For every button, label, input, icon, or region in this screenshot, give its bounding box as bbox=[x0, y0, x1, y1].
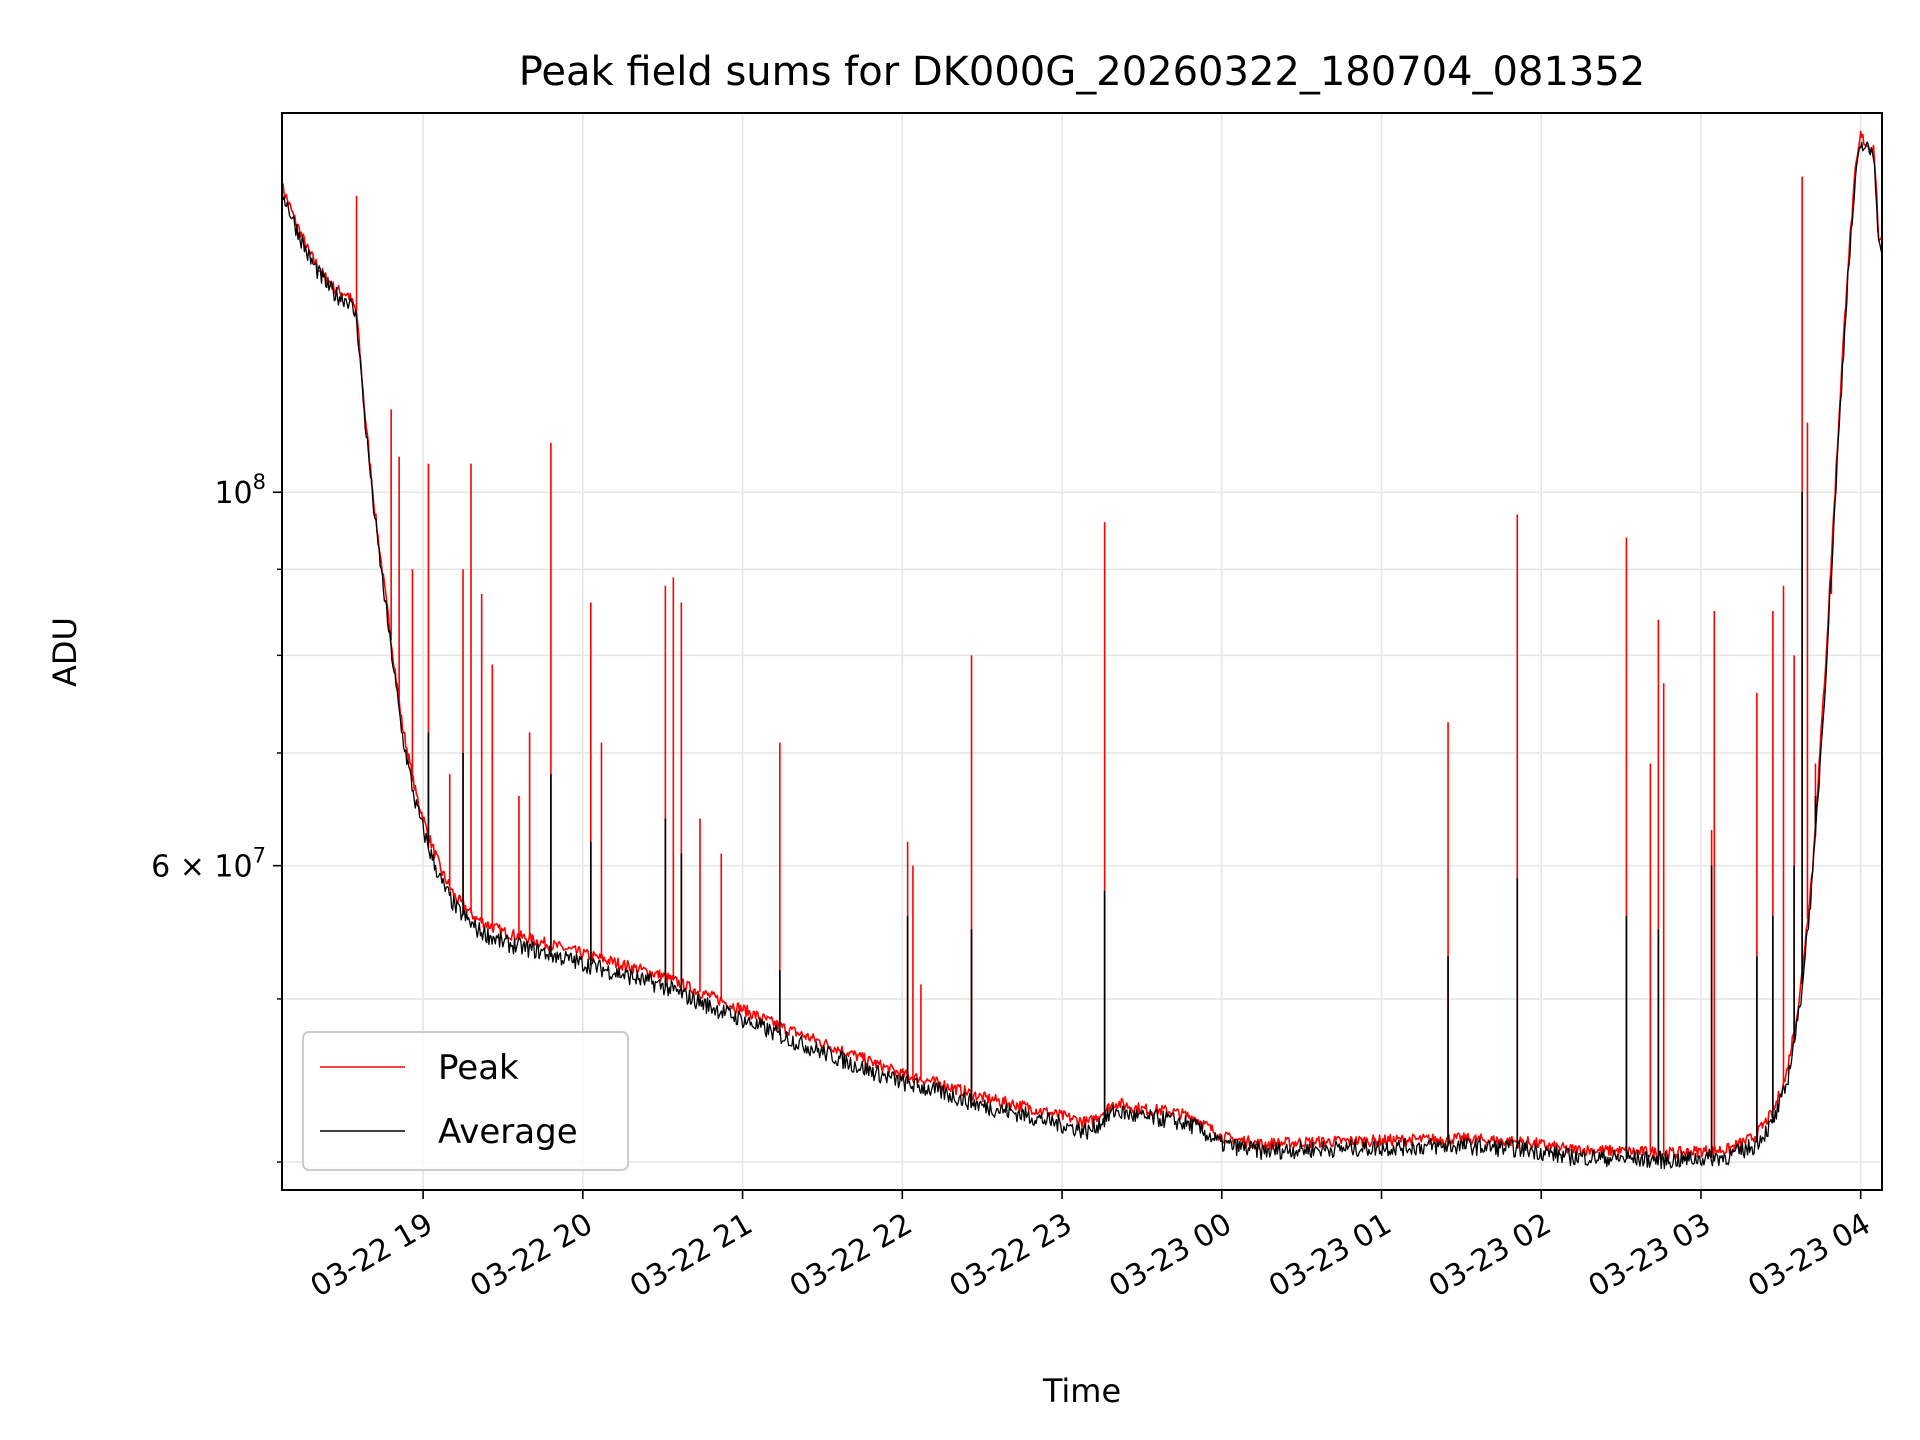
y-axis-title: ADU bbox=[46, 617, 84, 687]
chart-title: Peak field sums for DK000G_20260322_1807… bbox=[519, 49, 1646, 95]
y-tick-label-exponent: 8 bbox=[253, 470, 266, 494]
y-tick-label-exponent: 7 bbox=[253, 844, 266, 868]
x-axis-title: Time bbox=[1042, 1372, 1121, 1410]
y-tick-label-base: 6 × 10 bbox=[151, 850, 252, 885]
legend-average-label: Average bbox=[438, 1112, 578, 1152]
legend: Peak Average bbox=[302, 1031, 629, 1171]
y-tick-label: 6 × 107 bbox=[151, 844, 266, 885]
y-tick-label: 108 bbox=[214, 470, 266, 511]
series-line-peak bbox=[281, 130, 1883, 1160]
plot-area bbox=[281, 130, 1883, 1170]
legend-peak-label: Peak bbox=[438, 1048, 519, 1088]
series-line-average bbox=[281, 141, 1883, 1170]
y-axis: 108 6 × 107 bbox=[151, 470, 282, 1163]
y-tick-label-base: 10 bbox=[214, 476, 252, 511]
axes-frame bbox=[281, 112, 1883, 1191]
